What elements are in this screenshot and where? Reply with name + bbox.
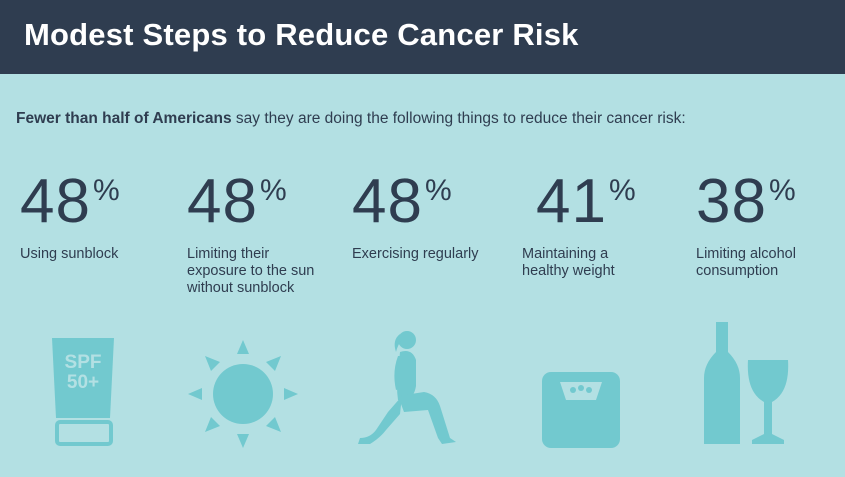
header-bar: Modest Steps to Reduce Cancer Risk (0, 0, 845, 74)
stat-unit: % (608, 174, 636, 207)
stat-unit: % (768, 174, 796, 207)
stat-healthy-weight: 41% Maintaining a healthy weight (522, 170, 682, 280)
spf-text: SPF 50+ (65, 352, 102, 393)
wine-bottle-glass-icon (704, 322, 794, 446)
stat-number: 48 (20, 167, 91, 236)
page-title: Modest Steps to Reduce Cancer Risk (24, 17, 579, 52)
lunging-woman-icon (354, 326, 464, 448)
stat-unit: % (92, 174, 120, 207)
stat-number: 38 (696, 167, 767, 236)
subtitle-rest: say they are doing the following things … (231, 110, 686, 127)
sunscreen-bottle-icon: SPF 50+ (48, 334, 118, 446)
subtitle-bold: Fewer than half of Americans (16, 110, 232, 127)
sun-icon (188, 340, 298, 448)
bathroom-scale-icon (542, 372, 620, 448)
spf-text-line: SPF (65, 352, 102, 373)
stat-sunblock: 48% Using sunblock (20, 170, 180, 263)
stat-number: 48 (352, 167, 423, 236)
stat-unit: % (259, 174, 287, 207)
stat-value: 38% (696, 170, 845, 234)
stat-exercising: 48% Exercising regularly (352, 170, 512, 263)
stat-alcohol: 38% Limiting alcohol consumption (696, 170, 845, 280)
stat-label: Limiting their exposure to the sun witho… (187, 246, 315, 296)
stat-label: Exercising regularly (352, 246, 479, 262)
stat-sun-exposure: 48% Limiting their exposure to the sun w… (187, 170, 347, 297)
stat-value: 48% (20, 170, 180, 234)
stat-value: 41% (522, 170, 682, 234)
subtitle: Fewer than half of Americans say they ar… (16, 110, 841, 128)
stat-label: Maintaining a healthy weight (522, 246, 615, 279)
stat-label: Limiting alcohol consumption (696, 246, 796, 279)
stat-value: 48% (187, 170, 347, 234)
stat-number: 41 (536, 167, 607, 236)
stat-label: Using sunblock (20, 246, 119, 262)
spf-text-line: 50+ (67, 372, 99, 393)
stat-value: 48% (352, 170, 512, 234)
stat-number: 48 (187, 167, 258, 236)
stat-unit: % (424, 174, 452, 207)
